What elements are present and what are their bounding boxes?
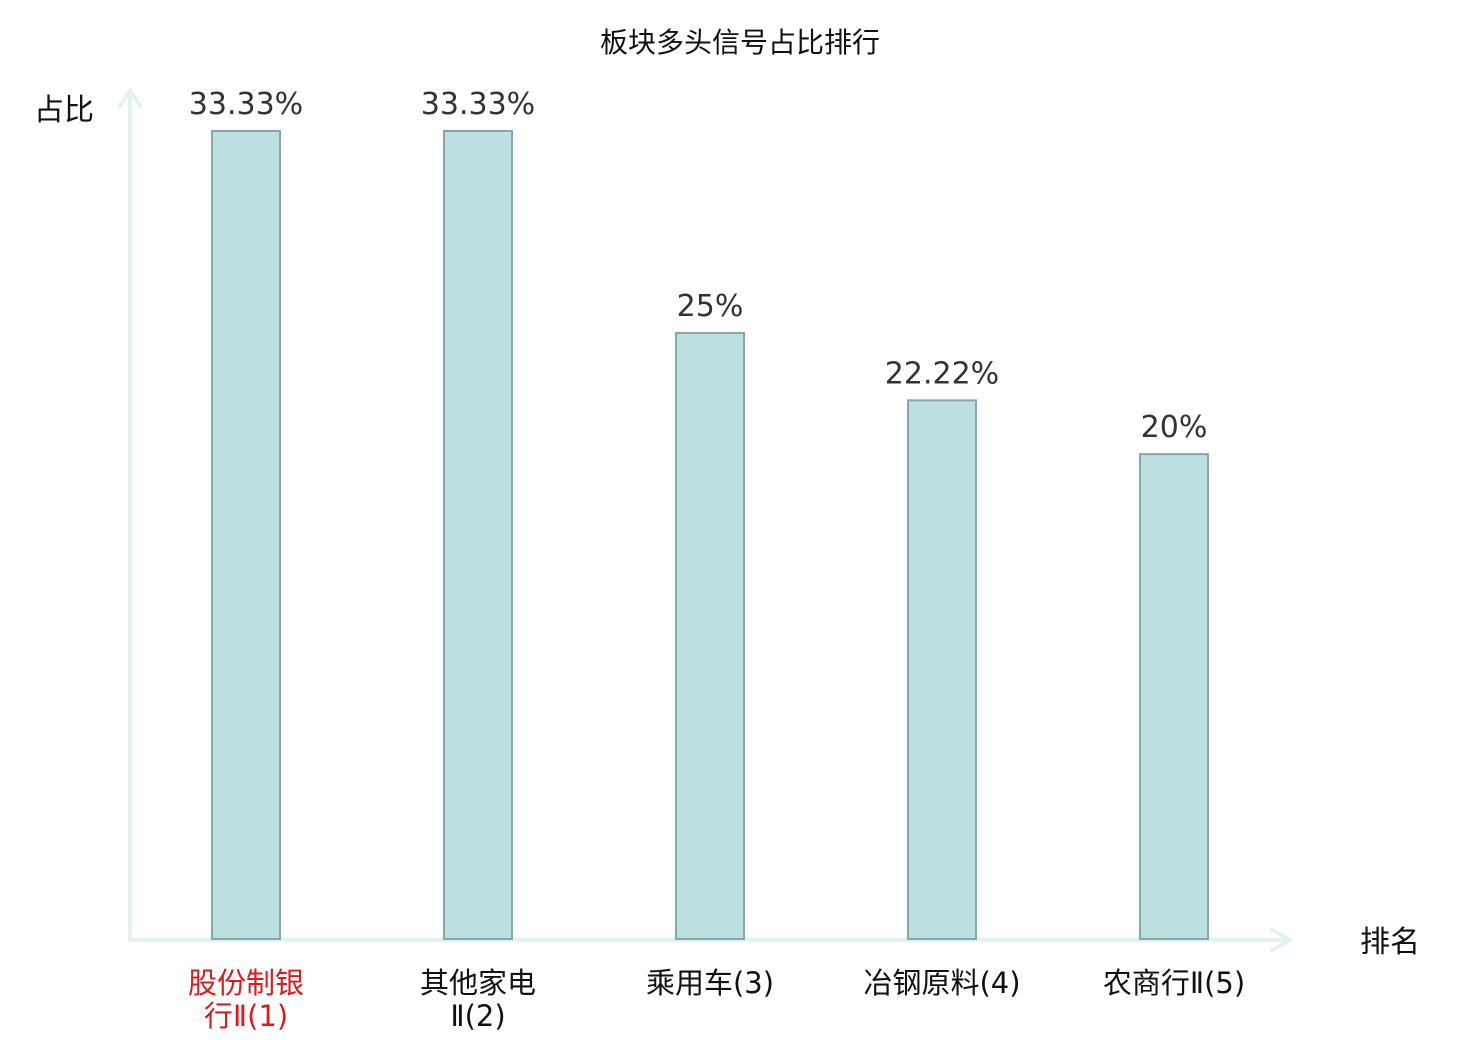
category-label-3: 乘用车(3) [646,966,774,1000]
category-label-5: 农商行Ⅱ(5) [1103,966,1245,1000]
x-axis-arrow-icon [1270,928,1292,952]
bar-series [211,130,1209,941]
category-label-1-line-2: 行Ⅱ(1) [204,999,288,1033]
value-label-1: 33.33% [189,87,303,122]
value-label-4: 22.22% [885,356,999,391]
bar-3 [675,331,745,940]
category-label-2-line-1: 其他家电 [420,966,536,1000]
bar-1 [211,130,281,940]
category-label-4: 冶钢原料(4) [863,966,1020,1000]
value-labels: 33.33% 33.33% 25% 22.22% 20% [189,87,1208,445]
category-label-2-line-2: Ⅱ(2) [450,999,505,1033]
value-label-2: 33.33% [421,87,535,122]
bar-2 [443,130,513,940]
bar-5 [1139,453,1209,940]
y-axis-arrow-icon [118,88,142,108]
value-label-3: 25% [677,289,744,324]
category-label-1-line-1: 股份制银 [188,966,304,1000]
y-axis-label: 占比 [34,93,94,128]
x-axis-label: 排名 [1360,925,1420,960]
value-label-5: 20% [1141,410,1208,445]
chart-title: 板块多头信号占比排行 [600,26,880,59]
bar-4 [907,399,977,941]
